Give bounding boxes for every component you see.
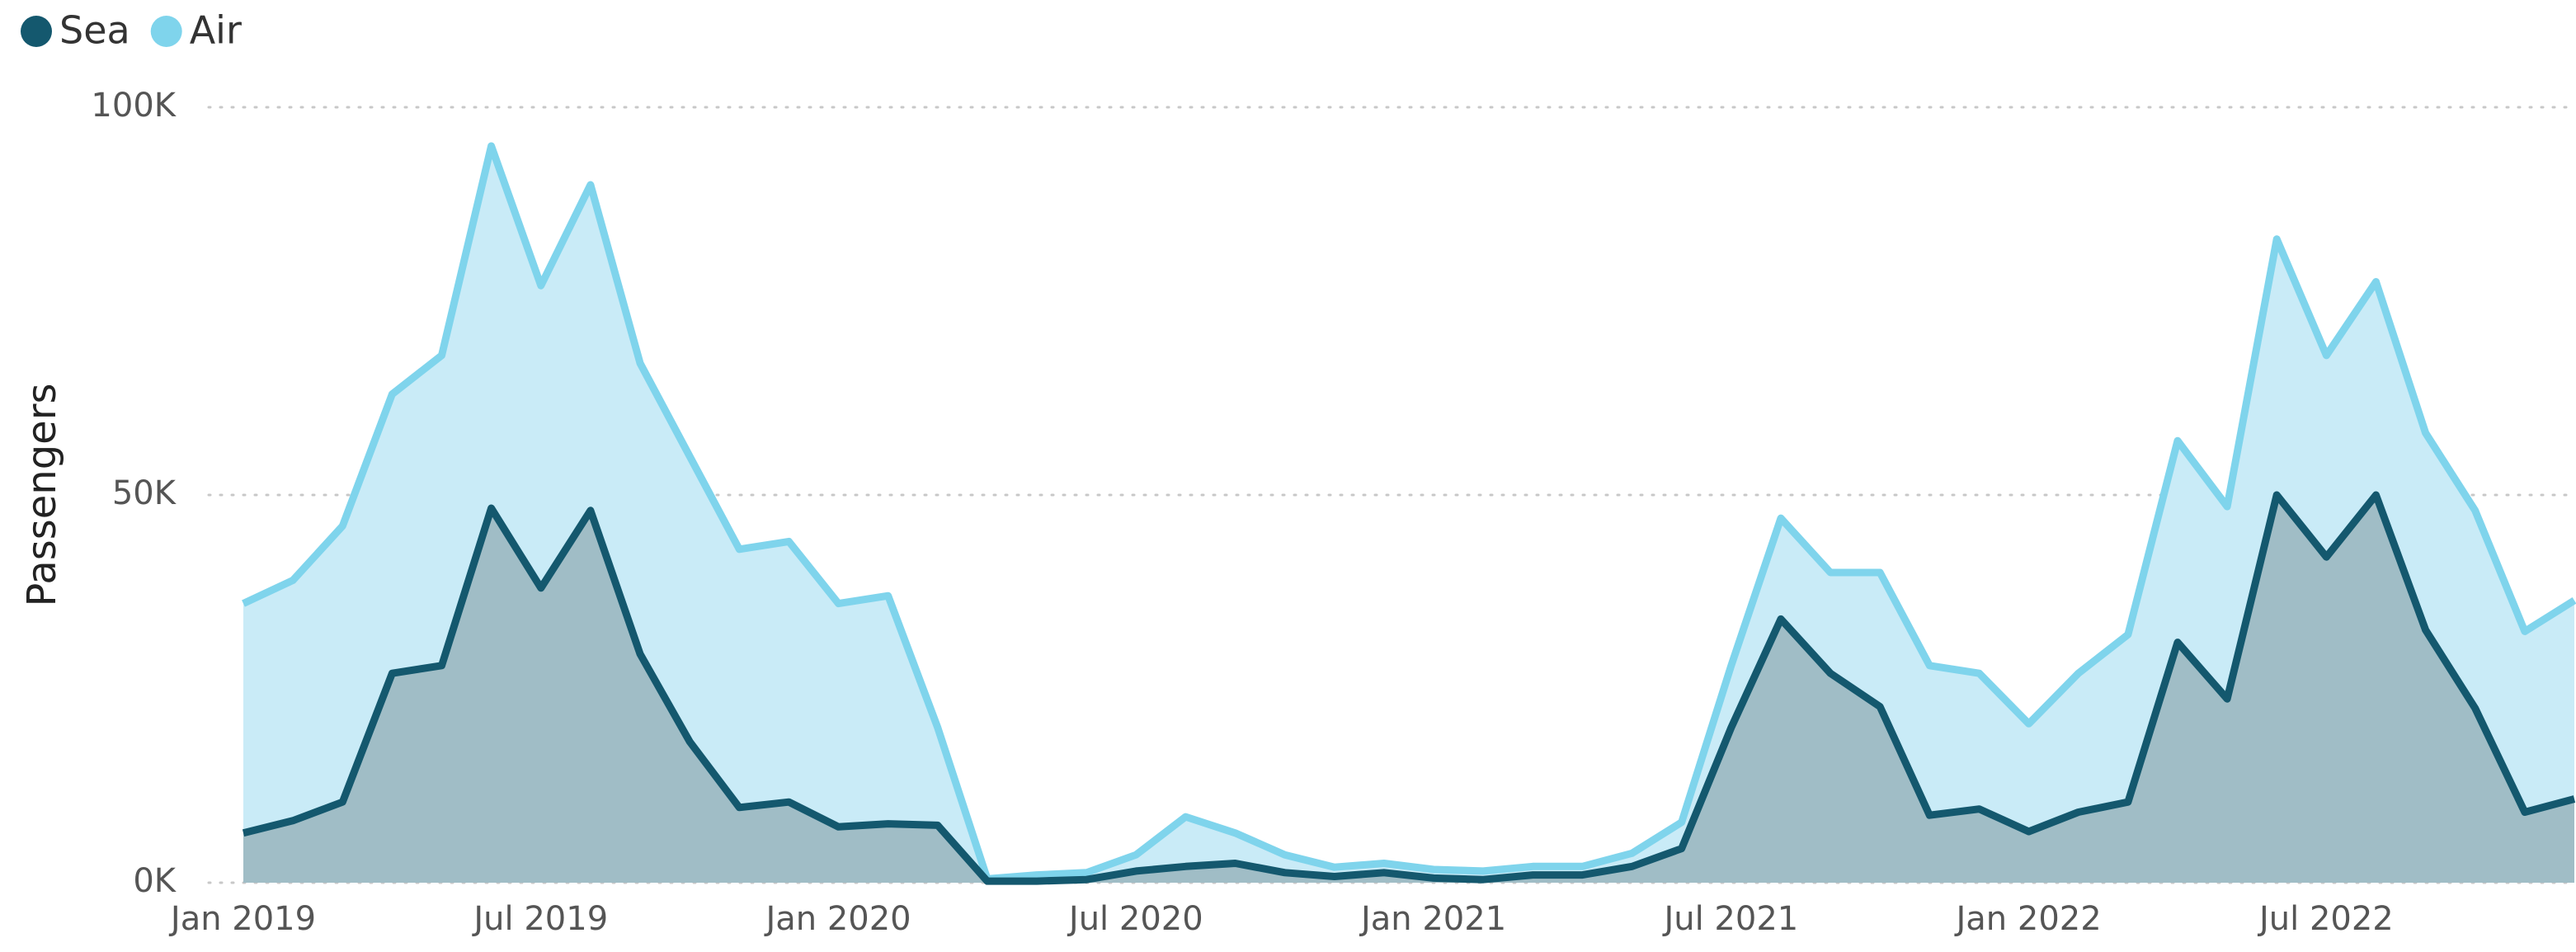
y-axis-title: Passengers bbox=[19, 384, 65, 607]
y-tick-label: 0K bbox=[133, 862, 177, 900]
line bbox=[242, 142, 2576, 883]
x-tick-label: Jul 2019 bbox=[471, 900, 608, 938]
y-tick-label: 100K bbox=[91, 87, 177, 125]
area-fill bbox=[243, 146, 2574, 883]
line bbox=[242, 491, 2576, 885]
x-tick-label: Jul 2021 bbox=[1661, 900, 1798, 938]
x-tick-label: Jan 2019 bbox=[168, 900, 316, 938]
legend-marker bbox=[21, 16, 52, 47]
x-tick-label: Jul 2020 bbox=[1067, 900, 1203, 938]
legend-label: Sea bbox=[59, 8, 130, 53]
x-tick-label: Jan 2022 bbox=[1954, 900, 2102, 938]
x-tick-label: Jan 2021 bbox=[1359, 900, 1506, 938]
legend-label: Air bbox=[190, 8, 242, 53]
area-fill bbox=[243, 495, 2574, 883]
x-tick-label: Jan 2020 bbox=[763, 900, 911, 938]
legend-marker bbox=[150, 16, 182, 47]
y-tick-label: 50K bbox=[112, 474, 177, 512]
x-tick-label: Jul 2022 bbox=[2257, 900, 2394, 938]
